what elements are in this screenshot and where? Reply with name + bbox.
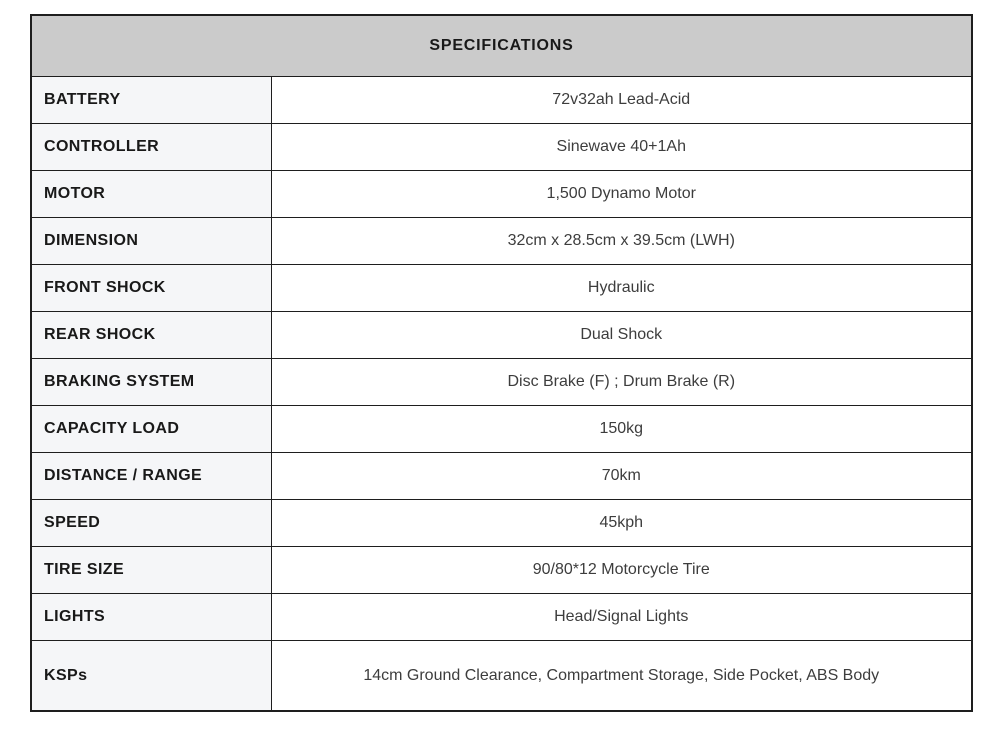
spec-row-capacity-load: CAPACITY LOAD 150kg: [30, 405, 973, 453]
table-title: SPECIFICATIONS: [30, 14, 973, 77]
spec-value: 14cm Ground Clearance, Compartment Stora…: [270, 640, 973, 712]
spec-value: Sinewave 40+1Ah: [270, 123, 973, 171]
specifications-table: SPECIFICATIONS BATTERY 72v32ah Lead-Acid…: [30, 14, 973, 712]
spec-row-tire-size: TIRE SIZE 90/80*12 Motorcycle Tire: [30, 546, 973, 594]
spec-value: 45kph: [270, 499, 973, 547]
spec-label: SPEED: [30, 499, 272, 547]
spec-label: BATTERY: [30, 76, 272, 124]
table-header-row: SPECIFICATIONS: [30, 14, 973, 77]
spec-label: CAPACITY LOAD: [30, 405, 272, 453]
spec-row-braking-system: BRAKING SYSTEM Disc Brake (F) ; Drum Bra…: [30, 358, 973, 406]
spec-row-controller: CONTROLLER Sinewave 40+1Ah: [30, 123, 973, 171]
spec-value: 1,500 Dynamo Motor: [270, 170, 973, 218]
spec-value: Hydraulic: [270, 264, 973, 312]
spec-label: BRAKING SYSTEM: [30, 358, 272, 406]
spec-value: Head/Signal Lights: [270, 593, 973, 641]
spec-row-dimension: DIMENSION 32cm x 28.5cm x 39.5cm (LWH): [30, 217, 973, 265]
spec-value: 32cm x 28.5cm x 39.5cm (LWH): [270, 217, 973, 265]
spec-row-ksps: KSPs 14cm Ground Clearance, Compartment …: [30, 640, 973, 712]
spec-label: CONTROLLER: [30, 123, 272, 171]
spec-label: DISTANCE / RANGE: [30, 452, 272, 500]
spec-value: 70km: [270, 452, 973, 500]
spec-value: 90/80*12 Motorcycle Tire: [270, 546, 973, 594]
spec-value: 72v32ah Lead-Acid: [270, 76, 973, 124]
spec-value: Dual Shock: [270, 311, 973, 359]
spec-row-distance-range: DISTANCE / RANGE 70km: [30, 452, 973, 500]
spec-row-battery: BATTERY 72v32ah Lead-Acid: [30, 76, 973, 124]
spec-label: DIMENSION: [30, 217, 272, 265]
spec-row-lights: LIGHTS Head/Signal Lights: [30, 593, 973, 641]
spec-label: LIGHTS: [30, 593, 272, 641]
spec-label: TIRE SIZE: [30, 546, 272, 594]
spec-row-rear-shock: REAR SHOCK Dual Shock: [30, 311, 973, 359]
spec-row-speed: SPEED 45kph: [30, 499, 973, 547]
spec-label: MOTOR: [30, 170, 272, 218]
spec-label: FRONT SHOCK: [30, 264, 272, 312]
spec-value: 150kg: [270, 405, 973, 453]
spec-sheet: SPECIFICATIONS BATTERY 72v32ah Lead-Acid…: [30, 14, 973, 712]
spec-row-front-shock: FRONT SHOCK Hydraulic: [30, 264, 973, 312]
spec-label: KSPs: [30, 640, 272, 712]
spec-row-motor: MOTOR 1,500 Dynamo Motor: [30, 170, 973, 218]
spec-value: Disc Brake (F) ; Drum Brake (R): [270, 358, 973, 406]
spec-label: REAR SHOCK: [30, 311, 272, 359]
